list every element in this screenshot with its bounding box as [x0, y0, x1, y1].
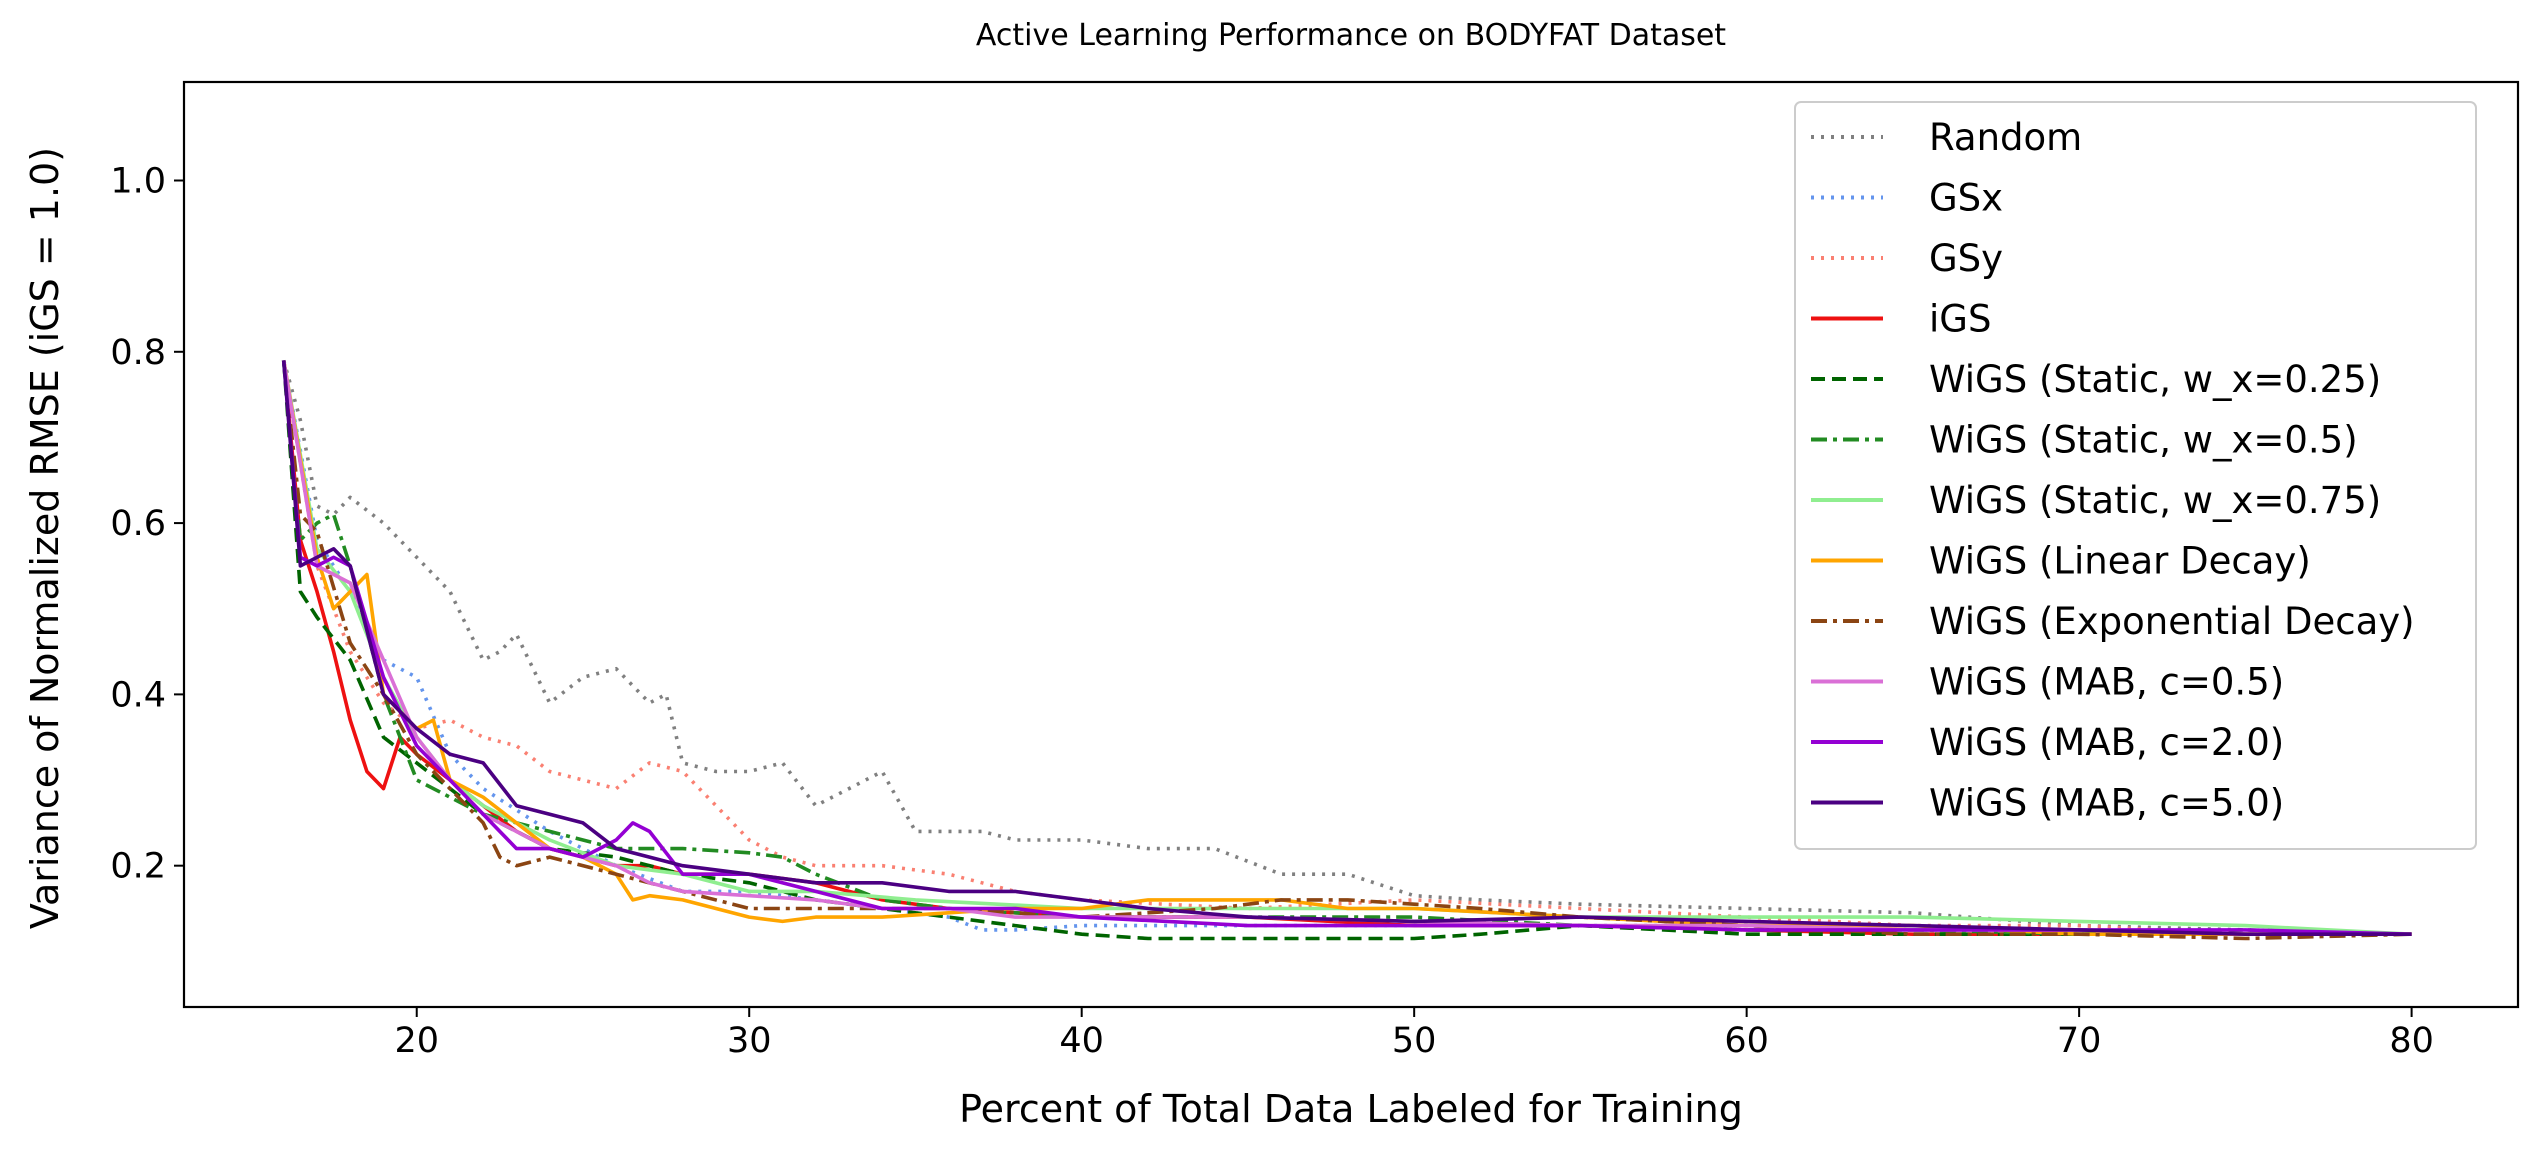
legend-label: WiGS (MAB, c=5.0): [1929, 782, 2284, 825]
series-line-10: [281, 360, 2412, 936]
x-tick-label: 20: [394, 1021, 439, 1061]
legend-label: WiGS (Static, w_x=0.5): [1929, 419, 2358, 462]
legend-label: WiGS (Exponential Decay): [1929, 600, 2415, 643]
legend-label: GSy: [1929, 237, 2003, 280]
x-tick-label: 30: [727, 1021, 772, 1061]
x-tick-label: 50: [1392, 1021, 1437, 1061]
x-tick-label: 60: [1724, 1021, 1769, 1061]
legend-label: WiGS (MAB, c=0.5): [1929, 661, 2284, 704]
x-tick-label: 40: [1059, 1021, 1104, 1061]
series-line-11: [281, 360, 2412, 937]
legend: Random GSx GSy iGS WiGS (Static, w_x=0.25) Wi…: [1794, 101, 2477, 850]
x-axis-ticks: 20 30 40 50 60 70 80: [394, 1007, 2434, 1061]
legend-label: iGS: [1929, 298, 1991, 341]
y-tick-label: 0.8: [110, 333, 166, 373]
x-tick-label: 80: [2389, 1021, 2434, 1061]
series-line-1: [281, 360, 2412, 937]
legend-label: WiGS (Static, w_x=0.75): [1929, 479, 2381, 522]
y-axis-label: Variance of Normalized RMSE (iGS = 1.0): [23, 147, 67, 929]
plot-frame: [182, 80, 2520, 1009]
y-tick-label: 0.4: [110, 675, 166, 715]
legend-label: WiGS (Linear Decay): [1929, 540, 2311, 583]
legend-label: WiGS (Static, w_x=0.25): [1929, 358, 2381, 401]
legend-label: Random: [1929, 116, 2082, 159]
series-line-9: [281, 360, 2412, 937]
legend-label: GSx: [1929, 177, 2003, 220]
series-line-6: [281, 360, 2412, 936]
legend-frame: [1794, 101, 2477, 850]
x-tick-label: 70: [2057, 1021, 2102, 1061]
series-line-2: [281, 360, 2412, 937]
y-tick-label: 1.0: [110, 161, 166, 201]
legend-label: WiGS (MAB, c=2.0): [1929, 721, 2284, 764]
series-line-4: [281, 360, 2412, 941]
y-tick-label: 0.6: [110, 504, 166, 544]
series-lines: [281, 359, 2412, 941]
y-tick-label: 0.2: [110, 847, 166, 887]
y-axis-ticks: 0.2 0.4 0.6 0.8 1.0: [110, 161, 184, 887]
x-axis-label: Percent of Total Data Labeled for Traini…: [959, 1087, 1743, 1131]
chart-title: Active Learning Performance on BODYFAT D…: [976, 18, 1726, 53]
